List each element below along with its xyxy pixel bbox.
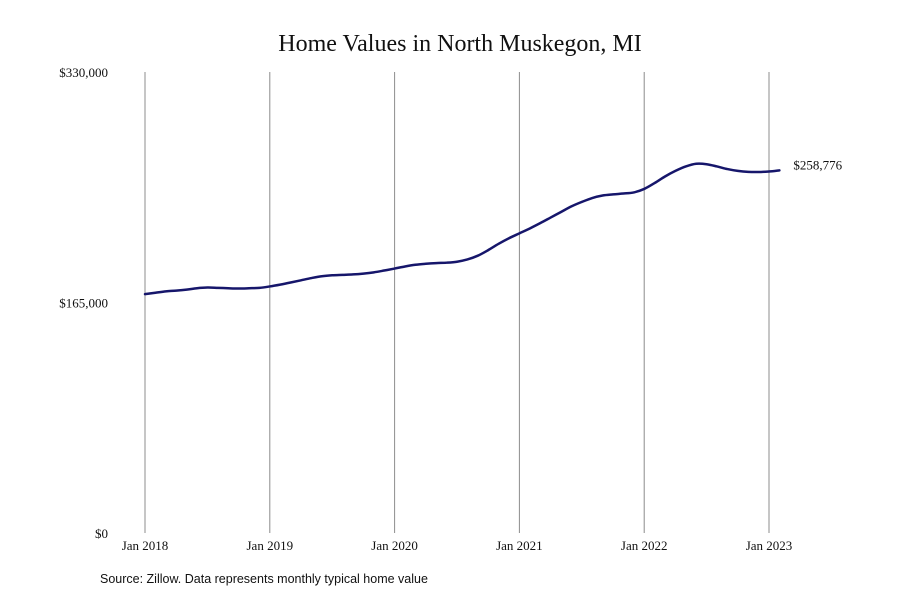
x-axis-ticks: Jan 2018 Jan 2019 Jan 2020 Jan 2021 Jan 2022… [122, 538, 793, 553]
grid-lines [144, 72, 770, 533]
y-tick-label: $0 [95, 526, 108, 541]
source-note: Source: Zillow. Data represents monthly … [100, 572, 428, 586]
x-tick-label: Jan 2019 [247, 538, 294, 553]
x-tick-label: Jan 2021 [496, 538, 543, 553]
chart-title: Home Values in North Muskegon, MI [278, 31, 642, 57]
x-tick-label: Jan 2023 [746, 538, 793, 553]
x-tick-label: Jan 2018 [122, 538, 169, 553]
series-layer [143, 162, 781, 296]
series-line [143, 162, 781, 296]
y-tick-label: $165,000 [59, 296, 108, 311]
y-tick-label: $330,000 [59, 65, 108, 80]
end-value-label: $258,776 [793, 157, 842, 172]
x-tick-label: Jan 2020 [371, 538, 418, 553]
y-axis-ticks: $0 $165,000 $330,000 [59, 65, 108, 541]
x-tick-label: Jan 2022 [621, 538, 668, 553]
